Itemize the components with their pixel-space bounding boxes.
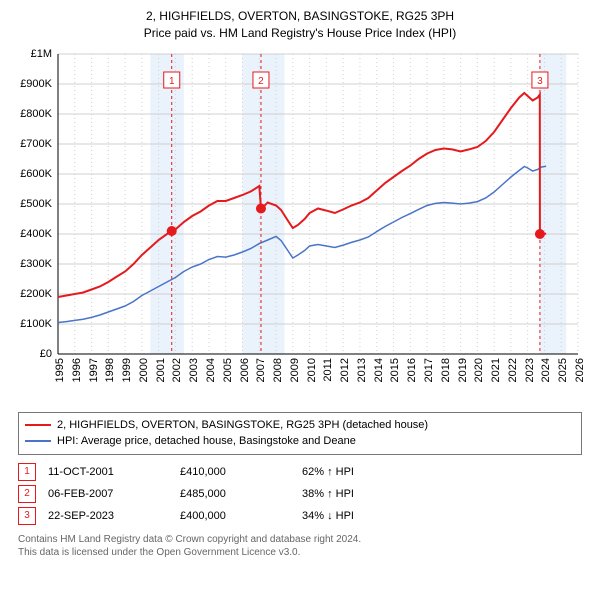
svg-text:2: 2 — [258, 76, 264, 87]
chart-title: 2, HIGHFIELDS, OVERTON, BASINGSTOKE, RG2… — [10, 8, 590, 25]
event-row: 1 11-OCT-2001 £410,000 62% ↑ HPI — [18, 461, 582, 483]
x-tick-label: 1997 — [88, 358, 100, 382]
y-tick-label: £600K — [20, 168, 52, 180]
event-date: 11-OCT-2001 — [48, 466, 168, 478]
event-change: 38% ↑ HPI — [302, 488, 354, 500]
y-axis-labels: £0£100K£200K£300K£400K£500K£600K£700K£80… — [10, 54, 54, 354]
event-change: 34% ↓ HPI — [302, 510, 354, 522]
footer-line-2: This data is licensed under the Open Gov… — [18, 546, 582, 559]
x-tick-label: 2015 — [389, 358, 401, 382]
legend-swatch-blue — [25, 440, 51, 442]
x-tick-label: 2019 — [457, 358, 469, 382]
event-row: 3 22-SEP-2023 £400,000 34% ↓ HPI — [18, 505, 582, 527]
x-tick-label: 2018 — [440, 358, 452, 382]
legend-swatch-red — [25, 424, 51, 426]
footer-line-1: Contains HM Land Registry data © Crown c… — [18, 533, 582, 546]
x-tick-label: 2005 — [222, 358, 234, 382]
plot-area: 1 2 3 — [58, 54, 578, 354]
x-tick-label: 2006 — [239, 358, 251, 382]
plot-svg: 1 2 3 — [58, 54, 578, 354]
x-tick-label: 1995 — [54, 358, 66, 382]
legend-label-red: 2, HIGHFIELDS, OVERTON, BASINGSTOKE, RG2… — [57, 417, 428, 434]
y-tick-label: £800K — [20, 108, 52, 120]
x-tick-label: 2002 — [171, 358, 183, 382]
x-tick-label: 2000 — [138, 358, 150, 382]
x-tick-label: 2011 — [322, 358, 334, 382]
legend: 2, HIGHFIELDS, OVERTON, BASINGSTOKE, RG2… — [18, 412, 582, 455]
svg-text:3: 3 — [537, 76, 543, 87]
event-date: 22-SEP-2023 — [48, 510, 168, 522]
x-tick-label: 2001 — [155, 358, 167, 382]
event-change: 62% ↑ HPI — [302, 466, 354, 478]
x-tick-label: 2010 — [306, 358, 318, 382]
event-row: 2 06-FEB-2007 £485,000 38% ↑ HPI — [18, 483, 582, 505]
legend-label-blue: HPI: Average price, detached house, Basi… — [57, 433, 356, 450]
event-price: £485,000 — [180, 488, 290, 500]
chart-area: £0 £100K £200K £300K £400K £500K £600K £700K £80… — [10, 48, 590, 408]
x-tick-label: 2026 — [574, 358, 586, 382]
x-tick-label: 2004 — [205, 358, 217, 382]
x-tick-label: 2013 — [356, 358, 368, 382]
event-number-box: 1 — [18, 463, 36, 481]
event-table: 1 11-OCT-2001 £410,000 62% ↑ HPI 2 06-FEB-200… — [18, 461, 582, 527]
legend-row-blue: HPI: Average price, detached house, Basi… — [25, 433, 575, 450]
x-tick-label: 2012 — [339, 358, 351, 382]
y-tick-label: £300K — [20, 258, 52, 270]
event-number-box: 2 — [18, 485, 36, 503]
y-tick-label: £900K — [20, 78, 52, 90]
x-tick-label: 2016 — [406, 358, 418, 382]
x-tick-label: 2008 — [272, 358, 284, 382]
x-tick-label: 2021 — [490, 358, 502, 382]
x-tick-label: 2017 — [423, 358, 435, 382]
y-tick-label: £200K — [20, 288, 52, 300]
chart-subtitle: Price paid vs. HM Land Registry's House … — [10, 25, 590, 42]
x-tick-label: 2003 — [188, 358, 200, 382]
x-tick-label: 2023 — [524, 358, 536, 382]
x-tick-label: 1996 — [71, 358, 83, 382]
x-tick-label: 2024 — [540, 358, 552, 382]
x-tick-label: 1998 — [104, 358, 116, 382]
x-tick-label: 2009 — [289, 358, 301, 382]
y-tick-label: £0 — [40, 348, 52, 360]
x-axis-labels: 1995199619971998199920002001200220032004… — [58, 358, 578, 402]
chart-container: 2, HIGHFIELDS, OVERTON, BASINGSTOKE, RG2… — [0, 0, 600, 590]
event-date: 06-FEB-2007 — [48, 488, 168, 500]
y-tick-label: £100K — [20, 318, 52, 330]
event-price: £410,000 — [180, 466, 290, 478]
y-tick-label: £400K — [20, 228, 52, 240]
svg-text:1: 1 — [169, 76, 175, 87]
event-price: £400,000 — [180, 510, 290, 522]
x-tick-label: 2007 — [255, 358, 267, 382]
x-tick-label: 2014 — [373, 358, 385, 382]
x-tick-label: 2020 — [473, 358, 485, 382]
x-tick-label: 1999 — [121, 358, 133, 382]
legend-row-red: 2, HIGHFIELDS, OVERTON, BASINGSTOKE, RG2… — [25, 417, 575, 434]
y-tick-label: £1M — [31, 48, 52, 60]
y-tick-label: £700K — [20, 138, 52, 150]
y-tick-label: £500K — [20, 198, 52, 210]
footer: Contains HM Land Registry data © Crown c… — [18, 533, 582, 559]
event-number-box: 3 — [18, 507, 36, 525]
x-tick-label: 2022 — [507, 358, 519, 382]
x-tick-label: 2025 — [557, 358, 569, 382]
